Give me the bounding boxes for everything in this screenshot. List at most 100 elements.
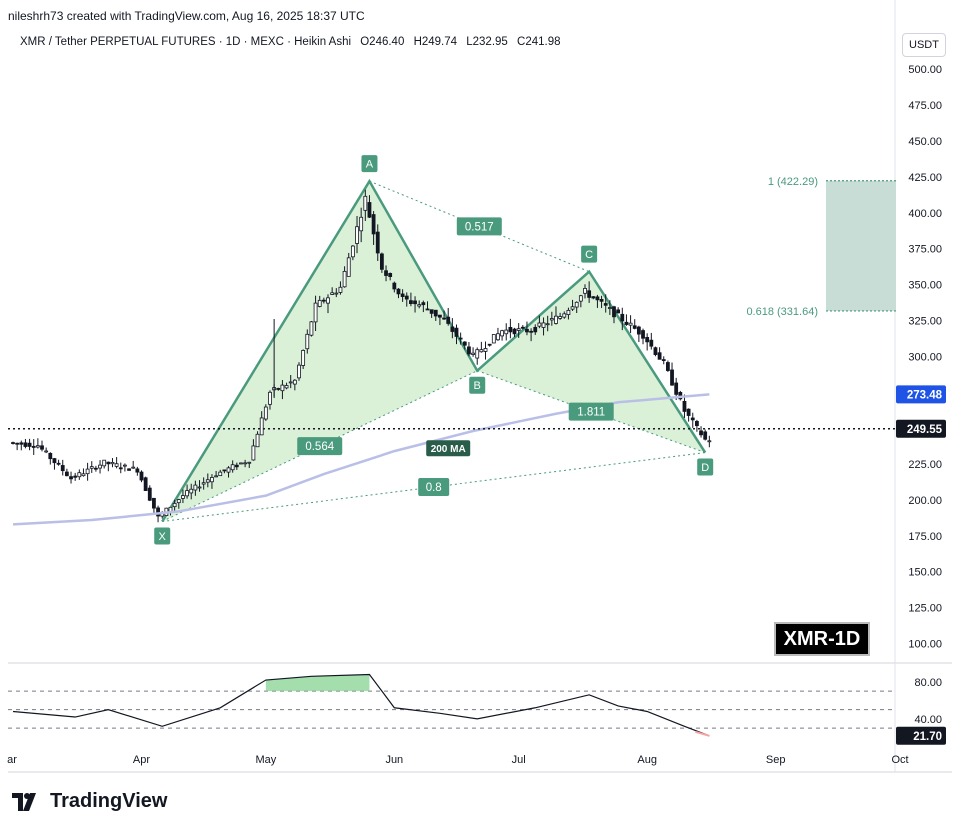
ratio-badge xyxy=(456,217,502,236)
candle-body xyxy=(31,445,36,448)
rsi-tick-label: 80.00 xyxy=(914,677,942,689)
candle-body xyxy=(682,400,687,412)
time-tick-label: ar xyxy=(7,754,17,766)
candle-body xyxy=(85,468,90,475)
candle-body xyxy=(562,313,567,318)
candle-body xyxy=(127,468,131,471)
candle-body xyxy=(234,464,239,468)
rsi-value-label: 21.70 xyxy=(913,731,942,743)
rsi-panel: 80.00 40.00 21.70 xyxy=(8,673,946,745)
candle-body xyxy=(268,391,272,405)
ratio-badge xyxy=(568,402,614,421)
candle-body xyxy=(699,430,703,436)
candle-body xyxy=(591,296,596,299)
time-tick-label: Sep xyxy=(766,754,786,766)
ma-line xyxy=(12,393,710,526)
price-tick-label: 400.00 xyxy=(908,208,942,220)
candle-body xyxy=(612,306,616,318)
candle-body xyxy=(98,464,102,469)
candle-body xyxy=(645,337,650,343)
candle-body xyxy=(384,270,388,276)
candle-body xyxy=(471,352,475,355)
candle-body xyxy=(251,445,256,461)
candle-body xyxy=(181,495,185,499)
candle-body xyxy=(193,484,198,491)
ratio-label: 0.8 xyxy=(426,482,442,494)
candle-body xyxy=(222,469,227,472)
candle-body xyxy=(417,304,422,307)
candle-body xyxy=(263,406,268,420)
candle-body xyxy=(454,327,459,337)
candle-body xyxy=(392,282,397,290)
candle-body xyxy=(425,308,430,311)
point-label-d: D xyxy=(701,462,709,474)
candle-body xyxy=(338,286,343,293)
candle-body xyxy=(247,461,252,464)
currency-button[interactable]: USDT xyxy=(902,33,946,57)
candle-body xyxy=(500,330,504,337)
candle-body xyxy=(587,290,592,298)
candle-body xyxy=(599,299,604,302)
candle-body xyxy=(566,309,571,315)
candle-body xyxy=(649,339,654,347)
candle-body xyxy=(69,476,73,480)
price-tick-label: 425.00 xyxy=(908,172,942,184)
point-label-badge xyxy=(469,376,486,394)
candle-body xyxy=(201,482,206,485)
candle-body xyxy=(284,385,289,389)
candle-body xyxy=(549,318,554,321)
candle-body xyxy=(350,245,355,258)
candle-body xyxy=(102,459,107,467)
candle-body xyxy=(48,452,53,460)
candle-body xyxy=(529,330,534,333)
candle-body xyxy=(313,302,318,323)
candle-body xyxy=(496,333,500,341)
pattern-ratio-line xyxy=(161,370,478,522)
candle-body xyxy=(56,462,61,465)
ohlc-open: O246.40 xyxy=(360,36,405,48)
candle-body xyxy=(326,297,330,304)
candle-body xyxy=(636,326,641,335)
candle-body xyxy=(628,322,633,326)
price-tick-label: 500.00 xyxy=(908,64,942,76)
candle-body xyxy=(545,323,550,326)
candle-body xyxy=(359,216,364,232)
candle-body xyxy=(433,309,438,317)
candle-body xyxy=(483,348,488,352)
candle-body xyxy=(44,450,49,453)
candle-body xyxy=(570,306,575,310)
ratio-label: 0.564 xyxy=(305,441,334,453)
current-price-label: 249.55 xyxy=(907,424,943,436)
candle-body xyxy=(60,465,65,472)
candle-body xyxy=(255,433,260,448)
candle-body xyxy=(147,487,152,501)
candle-body xyxy=(189,488,194,494)
candle-body xyxy=(616,309,621,314)
symbol-tag: XMR-1D xyxy=(774,622,870,656)
candle-body xyxy=(280,384,285,392)
rsi-overbought-fill xyxy=(265,674,370,692)
target-level-label: 1 (422.29) xyxy=(768,176,818,188)
candle-body xyxy=(185,490,189,497)
candle-body xyxy=(578,295,583,302)
candle-body xyxy=(504,329,509,335)
candle-body xyxy=(607,307,612,309)
candle-body xyxy=(620,313,625,322)
candle-body xyxy=(197,486,202,489)
candle-body xyxy=(210,477,214,483)
price-tick-label: 350.00 xyxy=(908,280,942,292)
point-label-x: X xyxy=(159,531,167,543)
price-tick-label: 125.00 xyxy=(908,603,942,615)
ratio-badge xyxy=(297,437,343,456)
point-label-c: C xyxy=(585,249,593,261)
candle-body xyxy=(554,315,558,324)
candle-body xyxy=(409,300,413,304)
candle-body xyxy=(123,464,127,467)
candle-body xyxy=(467,346,471,355)
chart-grid xyxy=(8,0,952,773)
point-label-a: A xyxy=(366,159,374,171)
candle-body xyxy=(52,458,57,464)
candle-body xyxy=(168,506,173,512)
candle-body xyxy=(458,337,463,340)
